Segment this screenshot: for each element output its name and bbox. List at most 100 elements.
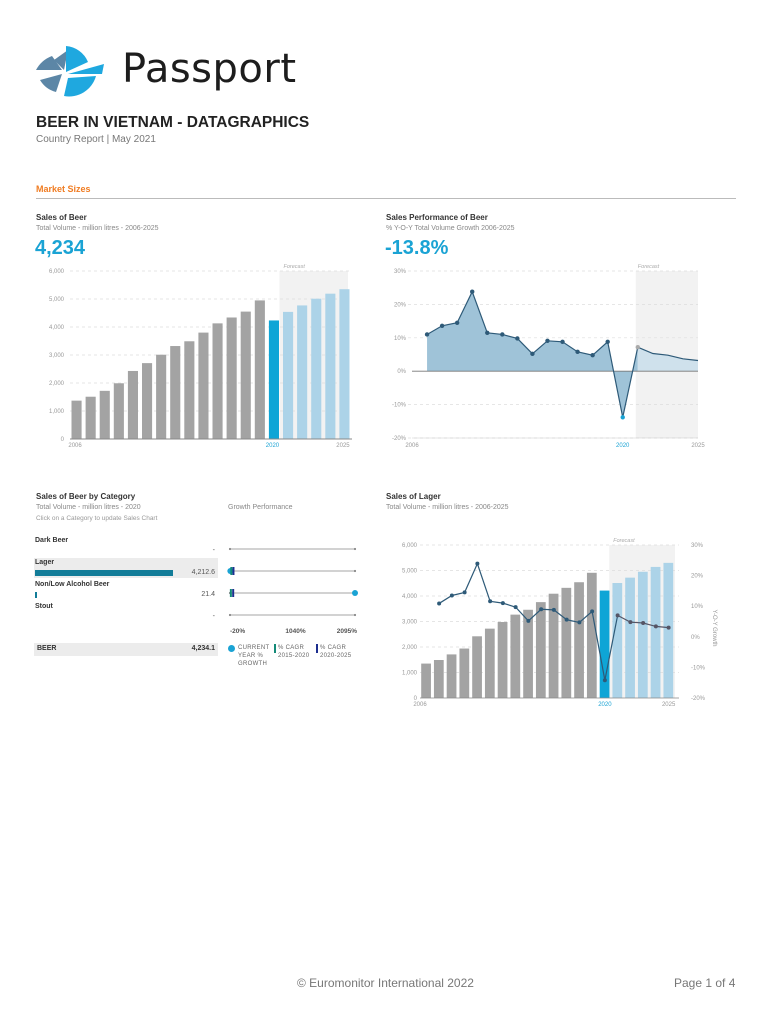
passport-logo: Passport [34, 42, 309, 102]
growth-point-2022 [628, 620, 633, 625]
bar-2006 [421, 663, 431, 698]
point-2011 [485, 330, 490, 335]
growth-point-2012 [500, 601, 505, 606]
bar-2009 [113, 383, 124, 439]
track-end [353, 613, 357, 617]
section-market-sizes: Market Sizes [36, 184, 91, 194]
bar-2019 [586, 572, 597, 698]
category-row[interactable]: Stout - [34, 602, 218, 622]
y2-tick-label: 20% [691, 574, 704, 580]
bar-2021 [283, 311, 294, 439]
point-2020 [620, 415, 625, 420]
bar-2025 [339, 289, 350, 439]
sales-chart-title: Sales of Beer [36, 213, 87, 222]
x-tick-label: 2006 [413, 702, 427, 708]
y-tick-label: 5,000 [49, 297, 65, 303]
bar-marker-icon [274, 644, 276, 653]
category-label: Stout [35, 603, 53, 610]
point-2008 [439, 323, 445, 328]
category-row[interactable]: Lager 4,212.6 [34, 558, 218, 578]
bar-2007 [433, 660, 444, 698]
bar-2024 [650, 566, 661, 698]
x-tick-label: 2025 [662, 702, 676, 708]
bar-2018 [574, 582, 584, 698]
bar-2022 [625, 577, 635, 698]
legend-line: % CAGR [320, 645, 347, 651]
y-tick-label: 0% [397, 369, 406, 375]
point-2016 [560, 339, 565, 345]
y-tick-label: 2,000 [402, 645, 418, 651]
total-label: BEER [37, 645, 57, 652]
growth-point-2014 [526, 618, 531, 623]
category-row[interactable]: Non/Low Alcohol Beer 21.4 [34, 580, 218, 600]
y-tick-label: -20% [392, 436, 407, 442]
category-subtitle: Total Volume - million litres - 2020 [36, 504, 141, 511]
bar-2012 [497, 622, 508, 698]
page-number: Page 1 of 4 [674, 976, 736, 990]
bar-2010 [472, 636, 482, 698]
bar-2023 [311, 298, 322, 439]
axis-tick-label: -20% [230, 628, 245, 635]
growth-point-2013 [513, 605, 518, 610]
growth-point-2010 [475, 561, 480, 566]
point-2014 [530, 351, 535, 357]
category-title: Sales of Beer by Category [36, 492, 136, 501]
growth-performance-chart: -20% 1040% 2095% [227, 547, 358, 635]
category-label: Lager [35, 559, 55, 566]
bar-2016 [548, 593, 559, 698]
growth-point-2015 [539, 607, 544, 612]
bar-2008 [446, 654, 457, 698]
y-tick-label: 0 [414, 696, 418, 702]
bar-2011 [484, 628, 495, 698]
x-tick-label: 2006 [68, 443, 82, 449]
growth-point-2021 [615, 613, 620, 618]
point-2013 [515, 336, 520, 341]
y-tick-label: 20% [394, 302, 407, 308]
bar-2009 [459, 648, 470, 698]
total-value: 4,234.1 [191, 645, 215, 652]
x-tick-label: 2020 [266, 443, 280, 449]
growth-kpi: -13.8% [385, 237, 449, 259]
category-bar [35, 570, 174, 576]
x-tick-label: 2020 [598, 702, 612, 708]
bar-2022 [297, 305, 308, 439]
track-end [353, 547, 357, 551]
y2-tick-label: 10% [691, 604, 704, 610]
bar-2018 [240, 311, 251, 439]
growth-performance-header: Growth Performance [228, 504, 293, 511]
y-tick-label: 2,000 [49, 381, 65, 387]
y-tick-label: 1,000 [402, 671, 418, 677]
axis-tick-label: 2095% [337, 628, 357, 635]
point-2019 [605, 339, 610, 345]
category-value: 21.4 [201, 591, 215, 598]
y-tick-label: 6,000 [49, 269, 65, 275]
y2-tick-label: -20% [691, 696, 706, 702]
y-tick-label: 6,000 [402, 543, 418, 549]
growth-point-2008 [449, 593, 454, 598]
growth-point-2007 [437, 601, 442, 606]
legend-line: 2015-2020 [278, 653, 310, 659]
legend-line: YEAR % [238, 653, 264, 659]
forecast-label: Forecast [613, 538, 635, 544]
page-title: BEER IN VIETNAM - DATAGRAPHICS [36, 114, 310, 131]
growth-point-2024 [653, 624, 658, 629]
category-label: Non/Low Alcohol Beer [35, 581, 110, 588]
bar-2011 [142, 363, 153, 439]
x-tick-label: 2006 [405, 443, 419, 449]
legend-line: GROWTH [238, 661, 268, 667]
category-row[interactable]: Dark Beer - [34, 536, 218, 556]
legend-line: 2020-2025 [320, 653, 352, 659]
cagr-2020-2025-marker [232, 589, 235, 597]
x-tick-label: 2025 [336, 443, 350, 449]
y-tick-label: 3,000 [402, 620, 418, 626]
bar-2019 [254, 300, 265, 439]
bar-2017 [226, 317, 237, 439]
bar-2025 [663, 562, 674, 698]
y2-tick-label: 0% [691, 635, 700, 641]
category-value: 4,212.6 [191, 569, 215, 576]
copyright: © Euromonitor International 2022 [297, 976, 474, 990]
bar-2007 [85, 396, 96, 439]
category-hint: Click on a Category to update Sales Char… [36, 515, 158, 522]
bar-2020 [599, 590, 610, 698]
y-tick-label: 10% [394, 336, 407, 342]
